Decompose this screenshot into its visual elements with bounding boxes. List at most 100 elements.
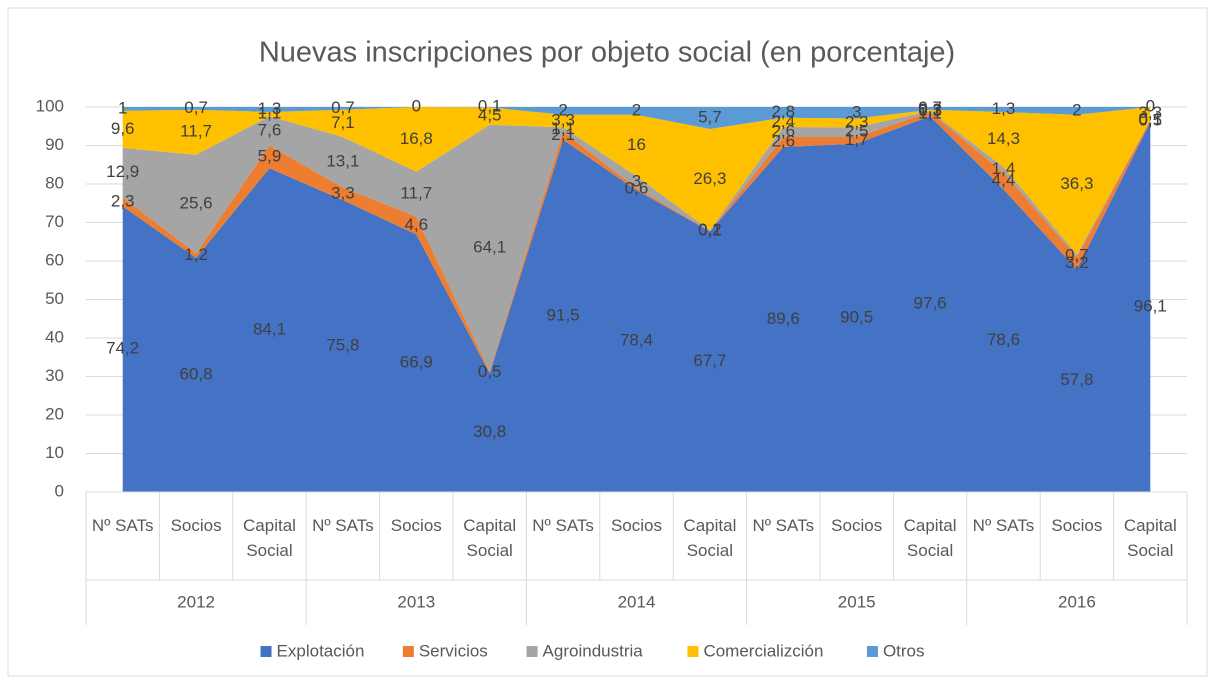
y-tick-label: 80 <box>45 173 64 192</box>
data-label: 5,7 <box>698 107 722 126</box>
legend-swatch <box>402 646 414 657</box>
data-label: 57,8 <box>1060 370 1093 389</box>
data-label: 2,6 <box>771 122 795 141</box>
data-label: 3,3 <box>331 183 355 202</box>
data-label: 2 <box>558 100 567 119</box>
x-tick-label: Capital Social <box>1123 516 1177 560</box>
data-label: 84,1 <box>253 320 286 339</box>
y-tick-label: 50 <box>45 289 64 308</box>
data-label: 7,6 <box>258 120 282 139</box>
data-label: 1,2 <box>184 245 208 264</box>
data-label: 5,9 <box>258 146 282 165</box>
legend-swatch <box>260 646 272 657</box>
data-label: 75,8 <box>326 336 359 355</box>
x-tick-label: Socios <box>390 516 442 535</box>
data-label: 0,3 <box>918 101 942 120</box>
y-tick-label: 40 <box>45 327 64 346</box>
data-label: 2 <box>1072 100 1081 119</box>
x-tick-label: Socios <box>1051 516 1103 535</box>
data-label: 2 <box>632 100 641 119</box>
area <box>122 116 1151 493</box>
data-label: 1,3 <box>258 99 282 118</box>
x-group-label: 2014 <box>618 592 656 611</box>
x-group-label: 2016 <box>1058 592 1096 611</box>
legend-label: Servicios <box>419 641 488 660</box>
data-label: 3 <box>632 172 641 191</box>
data-label: 0 <box>1146 96 1155 115</box>
x-tick-label: Nº SATs <box>91 516 154 535</box>
data-label: 30,8 <box>473 422 506 441</box>
data-label: 78,6 <box>987 330 1020 349</box>
data-label: 0,5 <box>478 362 502 381</box>
data-label: 74,2 <box>106 339 139 358</box>
data-label: 78,4 <box>620 331 653 350</box>
x-tick-label: Socios <box>610 516 662 535</box>
data-label: 9,6 <box>111 119 135 138</box>
data-label: 1,4 <box>992 159 1016 178</box>
data-label: 4,4 <box>992 170 1016 189</box>
legend-label: Explotación <box>277 641 365 660</box>
area <box>122 110 1151 372</box>
data-label: 64,1 <box>473 238 506 257</box>
data-label: 2,3 <box>111 191 135 210</box>
y-tick-label: 10 <box>45 443 64 462</box>
data-label: 2,4 <box>771 112 795 131</box>
data-label: 0,7 <box>184 98 208 117</box>
x-tick-label: Nº SATs <box>532 516 594 535</box>
data-label: 4,5 <box>478 106 502 125</box>
data-label: 26,3 <box>693 169 726 188</box>
data-label: 2,6 <box>771 132 795 151</box>
data-label: 2,8 <box>771 102 795 121</box>
x-tick-label: Capital Social <box>903 516 957 560</box>
data-label: 0,7 <box>1065 245 1089 264</box>
legend-label: Comercializción <box>703 641 823 660</box>
data-label: 12,9 <box>106 162 139 181</box>
data-label: 7,1 <box>331 113 355 132</box>
legend-label: Otros <box>883 641 925 660</box>
data-label: 0 <box>412 96 421 115</box>
data-label: 36,3 <box>1060 174 1093 193</box>
data-label: 16,8 <box>400 129 433 148</box>
x-tick-label: Capital Social <box>243 516 296 560</box>
data-label: 2,1 <box>551 125 575 144</box>
data-label: 3 <box>852 102 861 121</box>
data-label: 0,7 <box>331 98 355 117</box>
y-tick-label: 30 <box>45 366 64 385</box>
data-label: 67,7 <box>693 351 726 370</box>
data-label: 16 <box>627 135 646 154</box>
legend-swatch <box>866 646 878 657</box>
data-label: 3,3 <box>1138 103 1162 122</box>
data-label: 0,3 <box>918 100 942 119</box>
data-label: 1,1 <box>918 104 942 123</box>
data-label: 60,8 <box>180 364 213 383</box>
data-label: 0,2 <box>698 220 722 239</box>
data-label: 1,3 <box>992 99 1016 118</box>
area <box>122 107 1151 255</box>
x-group-label: 2012 <box>177 592 215 611</box>
data-label: 1,7 <box>845 130 869 149</box>
data-label: 2,3 <box>845 112 869 131</box>
data-label: 3,3 <box>551 111 575 130</box>
x-tick-label: Socios <box>170 516 222 535</box>
legend-swatch <box>687 646 699 657</box>
data-label: 0,5 <box>1138 111 1162 130</box>
y-tick-label: 60 <box>45 250 64 269</box>
x-tick-label: Capital Social <box>463 516 517 560</box>
data-label: 4,6 <box>404 215 428 234</box>
data-label: 25,6 <box>180 194 213 213</box>
data-label: 89,6 <box>767 309 800 328</box>
data-label: 96,1 <box>1134 296 1167 315</box>
data-label: 11,7 <box>180 122 212 141</box>
data-label: 0,6 <box>625 178 649 197</box>
y-tick-label: 0 <box>55 481 64 500</box>
data-label: 1 <box>118 98 127 117</box>
data-label: 14,3 <box>987 129 1020 148</box>
data-label: 1,1 <box>551 119 575 138</box>
y-tick-label: 100 <box>36 96 64 115</box>
data-label: 0,1 <box>1138 109 1162 128</box>
data-label: 2,5 <box>845 122 869 141</box>
legend-label: Agroindustria <box>543 641 644 660</box>
y-tick-label: 70 <box>45 212 64 231</box>
